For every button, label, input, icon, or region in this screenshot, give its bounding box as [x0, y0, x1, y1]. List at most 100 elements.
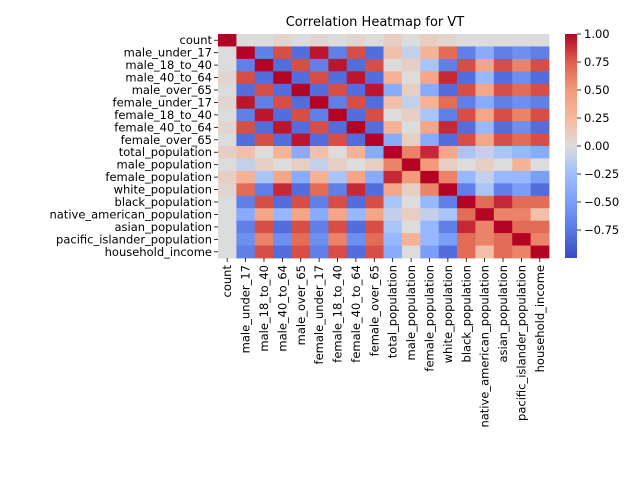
heatmap-cell	[365, 121, 384, 134]
heatmap-cell	[291, 146, 311, 159]
heatmap-cell	[493, 170, 513, 184]
heatmap-cell	[328, 170, 348, 184]
heatmap-cell	[328, 83, 348, 97]
heatmap-cell	[236, 96, 256, 110]
heatmap-cell	[273, 233, 292, 246]
heatmap-cell	[309, 133, 329, 147]
heatmap-cell	[328, 245, 348, 259]
heatmap-cell	[420, 183, 440, 197]
heatmap-cell	[383, 245, 403, 259]
heatmap-cell	[493, 34, 513, 47]
heatmap-cell	[383, 220, 403, 234]
x-tick-label: black_population	[459, 265, 473, 362]
colorbar-ticks: 1.00 0.75 0.50 0.25 0.00 −0.25 −0.50 −0.75	[577, 27, 619, 237]
heatmap-cell	[218, 71, 237, 85]
heatmap-cell	[438, 208, 458, 222]
heatmap-cell	[512, 96, 532, 110]
heatmap-cell	[383, 71, 403, 85]
heatmap-cells	[218, 34, 550, 259]
heatmap-cell	[475, 158, 495, 172]
heatmap-cell	[383, 170, 403, 184]
heatmap-cell	[254, 96, 274, 110]
x-tick-label: female_under_17	[312, 265, 326, 364]
heatmap-cell	[273, 195, 292, 209]
heatmap-cell	[365, 220, 384, 234]
heatmap-cell	[530, 58, 550, 72]
heatmap-cell	[218, 46, 237, 60]
heatmap-cell	[236, 83, 256, 97]
heatmap-cell	[457, 108, 476, 122]
heatmap-cell	[493, 220, 513, 234]
heatmap-cell	[218, 208, 237, 222]
y-tick-label: male_over_65	[132, 83, 212, 97]
heatmap-cell	[273, 34, 292, 47]
heatmap-cell	[291, 46, 311, 60]
heatmap-cell	[218, 170, 237, 184]
heatmap-cell	[457, 233, 476, 246]
heatmap-cell	[475, 108, 495, 122]
heatmap-cell	[420, 133, 440, 147]
heatmap-cell	[254, 233, 274, 246]
y-tick-label: female_over_65	[121, 133, 212, 147]
x-tick-label: male_under_17	[239, 265, 253, 353]
heatmap-cell	[236, 71, 256, 85]
heatmap-cell	[291, 83, 311, 97]
heatmap-cell	[493, 195, 513, 209]
heatmap-cell	[530, 34, 550, 47]
x-tick-labels: count male_under_17 male_18_to_40 male_40_t…	[220, 258, 547, 428]
heatmap-cell	[420, 146, 440, 159]
heatmap-cell	[420, 245, 440, 259]
heatmap-cell	[365, 183, 384, 197]
heatmap-cell	[291, 133, 311, 147]
heatmap-cell	[309, 170, 329, 184]
heatmap-cell	[530, 208, 550, 222]
heatmap-cell	[457, 133, 476, 147]
y-tick-label: white_population	[114, 183, 212, 197]
heatmap-cell	[475, 58, 495, 72]
heatmap-cell	[438, 158, 458, 172]
heatmap-cell	[291, 195, 311, 209]
heatmap-cell	[383, 158, 403, 172]
x-tick-label: female_18_to_40	[331, 265, 345, 363]
x-tick-label: asian_population	[496, 265, 510, 363]
heatmap-cell	[383, 233, 403, 246]
heatmap-cell	[346, 170, 366, 184]
heatmap-cell	[493, 121, 513, 134]
heatmap-cell	[457, 208, 476, 222]
heatmap-cell	[420, 170, 440, 184]
heatmap-cell	[401, 34, 421, 47]
heatmap-cell	[273, 245, 292, 259]
heatmap-cell	[309, 58, 329, 72]
heatmap-cell	[328, 183, 348, 197]
heatmap-cell	[346, 183, 366, 197]
heatmap-cell	[291, 121, 311, 134]
heatmap-cell	[512, 183, 532, 197]
heatmap-cell	[365, 46, 384, 60]
heatmap-cell	[493, 108, 513, 122]
heatmap-cell	[254, 195, 274, 209]
colorbar-tick-label: 0.25	[584, 111, 610, 125]
x-tick-label: male_18_to_40	[257, 265, 271, 352]
heatmap-cell	[218, 83, 237, 97]
heatmap-cell	[475, 71, 495, 85]
heatmap-cell	[530, 133, 550, 147]
y-tick-label: count	[180, 33, 213, 47]
colorbar-tick-label: 0.50	[584, 83, 610, 97]
heatmap-cell	[346, 58, 366, 72]
heatmap-cell	[273, 158, 292, 172]
heatmap-cell	[530, 158, 550, 172]
heatmap-cell	[309, 83, 329, 97]
heatmap-cell	[346, 233, 366, 246]
heatmap-cell	[383, 195, 403, 209]
heatmap-cell	[309, 158, 329, 172]
x-tick-label: female_40_to_64	[349, 265, 363, 363]
heatmap-cell	[291, 34, 311, 47]
heatmap-cell	[236, 121, 256, 134]
heatmap-cell	[346, 108, 366, 122]
heatmap-cell	[457, 146, 476, 159]
heatmap-cell	[365, 96, 384, 110]
heatmap-cell	[512, 58, 532, 72]
heatmap-cell	[420, 121, 440, 134]
heatmap-cell	[457, 96, 476, 110]
heatmap-cell	[273, 133, 292, 147]
